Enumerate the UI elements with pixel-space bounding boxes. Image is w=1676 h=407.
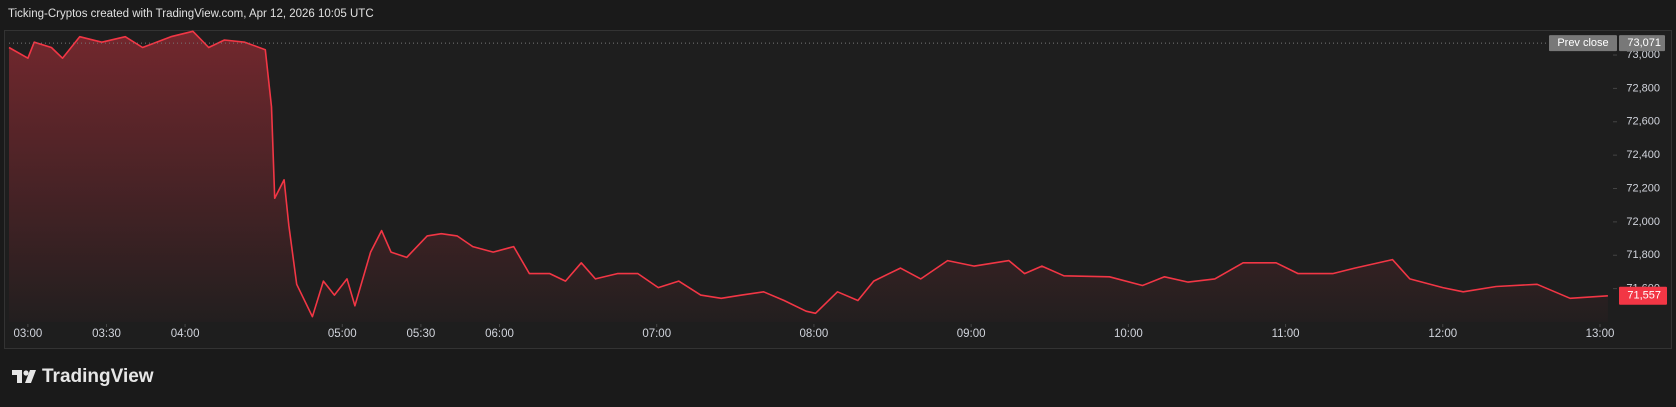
x-tick-label: 11:00 (1272, 328, 1300, 340)
y-tick-label: 71,800 (1626, 249, 1660, 261)
prev-close-name-box (1549, 35, 1617, 52)
y-tick-label: 72,000 (1626, 216, 1660, 228)
x-tick-label: 03:30 (92, 328, 121, 340)
logo-icon (25, 370, 36, 383)
y-tick-label: 72,800 (1626, 82, 1660, 94)
x-tick-label: 07:00 (642, 328, 671, 340)
y-tick-label: 73,000 (1626, 49, 1660, 61)
y-tick-label: 72,200 (1626, 182, 1660, 194)
brand-name: TradingView (42, 366, 154, 387)
x-tick-label: 12:00 (1428, 328, 1457, 340)
logo-icon (23, 370, 29, 376)
x-tick-label: 05:00 (328, 328, 357, 340)
x-tick-label: 03:00 (13, 328, 42, 340)
y-tick-label: 72,600 (1626, 116, 1660, 128)
x-tick-label: 08:00 (800, 328, 829, 340)
last-price-label: 71,557 (1627, 290, 1661, 302)
y-tick-label: 72,400 (1626, 149, 1660, 161)
x-tick-label: 10:00 (1114, 328, 1143, 340)
x-tick-label: 04:00 (171, 328, 200, 340)
prev-close-value: 73,071 (1627, 37, 1661, 49)
logo-icon (12, 370, 22, 383)
x-tick-label: 06:00 (485, 328, 514, 340)
prev-close-name: Prev close (1557, 37, 1608, 49)
x-tick-label: 13:00 (1586, 328, 1615, 340)
header: Ticking-Cryptos created with TradingView… (8, 8, 374, 20)
logo: TradingView (12, 366, 154, 387)
last-price-box (1619, 286, 1667, 305)
x-tick-label: 05:30 (407, 328, 436, 340)
prev-close-value-box (1619, 35, 1665, 52)
x-tick-label: 09:00 (957, 328, 986, 340)
price-line (8, 30, 1608, 318)
price-area (9, 31, 1608, 323)
